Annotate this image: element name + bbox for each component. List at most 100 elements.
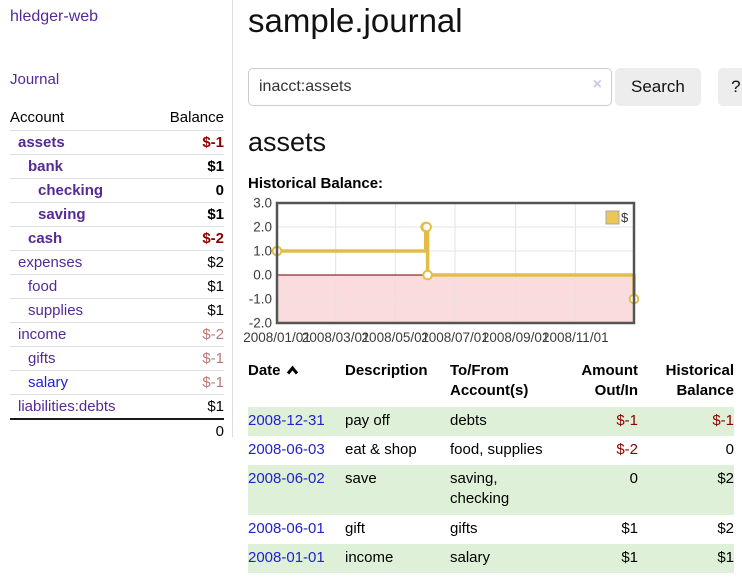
svg-text:2008/05/01: 2008/05/01: [362, 330, 430, 345]
account-balance: $1: [151, 154, 224, 179]
account-link-salary[interactable]: salary: [28, 374, 69, 391]
account-link-income[interactable]: income: [18, 326, 67, 343]
register-header-row: Date Description To/From Account(s) Amou…: [248, 359, 734, 407]
transaction-accounts: gifts: [450, 519, 478, 537]
transaction-date-link[interactable]: 2008-01-01: [248, 548, 325, 566]
account-link-assets[interactable]: assets: [18, 134, 65, 151]
transaction-row: 2008-01-01 income salary $1 $1: [248, 543, 734, 573]
account-balance: $-1: [151, 370, 224, 395]
transaction-description: pay off: [345, 411, 390, 429]
page-title: sample.journal: [248, 2, 463, 39]
svg-text:$: $: [621, 210, 629, 225]
accounts-total-row: 0: [10, 418, 224, 443]
app-brand-link[interactable]: hledger-web: [10, 8, 99, 25]
account-row: bank $1: [10, 154, 224, 179]
sidebar-item-journal[interactable]: Journal: [10, 71, 60, 88]
transaction-accounts: debts: [450, 411, 487, 429]
account-balance: $1: [151, 202, 224, 227]
account-row: assets $-1: [10, 130, 224, 155]
account-balance: $1: [151, 298, 224, 323]
account-link-checking[interactable]: checking: [38, 182, 104, 199]
account-balance: $1: [151, 394, 224, 419]
accounts-header-balance: Balance: [169, 109, 224, 126]
account-row: gifts $-1: [10, 346, 224, 371]
transaction-description: income: [345, 548, 394, 566]
transaction-row: 2008-12-31 pay off debts $-1 $-1: [248, 406, 734, 436]
register-header-account: To/From Account(s): [450, 362, 529, 400]
account-row: food $1: [10, 274, 224, 299]
register-table: Date Description To/From Account(s) Amou…: [248, 359, 734, 573]
help-button[interactable]: ?: [717, 68, 742, 106]
accounts-table: Account Balance assets $-1 bank $1 checking 0…: [10, 106, 224, 443]
main-content: sample.journal × Search ? assets Histori…: [233, 0, 742, 582]
transaction-accounts: saving, checking: [450, 470, 510, 508]
transaction-date-link[interactable]: 2008-06-02: [248, 470, 325, 487]
account-row: cash $-2: [10, 226, 224, 251]
svg-text:0.0: 0.0: [253, 268, 272, 283]
svg-text:-2.0: -2.0: [249, 316, 272, 331]
account-link-gifts[interactable]: gifts: [28, 350, 56, 367]
transaction-description: eat & shop: [345, 440, 417, 458]
account-link-cash[interactable]: cash: [28, 230, 63, 247]
transaction-row: 2008-06-03 eat & shop food, supplies $-2 0: [248, 436, 734, 465]
account-balance: 0: [151, 178, 224, 203]
clear-search-icon[interactable]: ×: [592, 76, 602, 93]
account-link-food[interactable]: food: [28, 278, 58, 295]
transaction-amount: $1: [621, 548, 638, 566]
account-balance: $-1: [151, 346, 224, 371]
account-link-expenses[interactable]: expenses: [18, 254, 83, 271]
register-header-amount: Amount Out/In: [581, 362, 638, 400]
account-link-saving[interactable]: saving: [38, 206, 86, 223]
svg-text:2.0: 2.0: [253, 220, 272, 235]
transaction-description: save: [345, 470, 377, 487]
account-link-bank[interactable]: bank: [28, 158, 64, 175]
transaction-row: 2008-06-02 save saving, checking 0 $2: [248, 465, 734, 515]
account-row: liabilities:debts $1: [10, 394, 224, 419]
sort-ascending-icon: [286, 365, 298, 375]
svg-text:2008/01/01: 2008/01/01: [243, 330, 311, 345]
transaction-balance: 0: [725, 440, 734, 458]
transaction-accounts: food, supplies: [450, 440, 543, 458]
transaction-date-link[interactable]: 2008-06-01: [248, 519, 325, 537]
register-header-date[interactable]: Date: [248, 359, 345, 407]
account-link-liabilities-debts[interactable]: liabilities:debts: [18, 398, 116, 415]
transaction-balance: $2: [717, 519, 734, 537]
svg-text:2008/07/01: 2008/07/01: [421, 330, 489, 345]
search-button[interactable]: Search: [615, 68, 701, 106]
svg-text:-1.0: -1.0: [249, 292, 272, 307]
account-balance: $-2: [151, 322, 224, 347]
transaction-row: 2008-06-01 gift gifts $1 $2: [248, 515, 734, 544]
balance-chart: $3.0 2.0 1.0 0.0 -1.0 -2.02008/01/012008/03/0…: [243, 196, 640, 345]
transaction-amount: $-2: [616, 440, 638, 458]
transaction-description: gift: [345, 519, 366, 537]
register-body: 2008-12-31 pay off debts $-1 $-1 2008-06-03 ea…: [248, 406, 734, 573]
accounts-total-balance: 0: [10, 418, 224, 443]
transaction-date-link[interactable]: 2008-12-31: [248, 411, 325, 429]
account-balance: $-1: [151, 130, 224, 155]
transaction-date-link[interactable]: 2008-06-03: [248, 440, 325, 458]
account-row: checking 0: [10, 178, 224, 203]
account-row: saving $1: [10, 202, 224, 227]
register-header-balance: Historical Balance: [665, 362, 734, 400]
account-balance: $-2: [151, 226, 224, 251]
chart-title: Historical Balance:: [248, 175, 384, 192]
account-row: income $-2: [10, 322, 224, 347]
register-header-date-label: Date: [248, 362, 281, 379]
accounts-header-account: Account: [10, 109, 65, 126]
search-form: × Search ?: [248, 68, 742, 106]
account-row: expenses $2: [10, 250, 224, 275]
svg-text:1.0: 1.0: [253, 244, 272, 259]
transaction-balance: $-1: [712, 411, 734, 429]
account-balance: $2: [151, 250, 224, 275]
account-link-supplies[interactable]: supplies: [28, 302, 84, 319]
accounts-header-row: Account Balance: [10, 106, 224, 131]
svg-text:2008/11/01: 2008/11/01: [542, 330, 609, 345]
account-heading: assets: [248, 127, 327, 157]
accounts-body: assets $-1 bank $1 checking 0 saving $1 cash $-2 e…: [10, 130, 224, 419]
svg-text:2008/03/01: 2008/03/01: [302, 330, 370, 345]
search-input[interactable]: [248, 68, 612, 106]
transaction-amount: 0: [629, 470, 638, 487]
transaction-balance: $1: [717, 548, 734, 566]
transaction-amount: $-1: [616, 411, 638, 429]
transaction-amount: $1: [621, 519, 638, 537]
